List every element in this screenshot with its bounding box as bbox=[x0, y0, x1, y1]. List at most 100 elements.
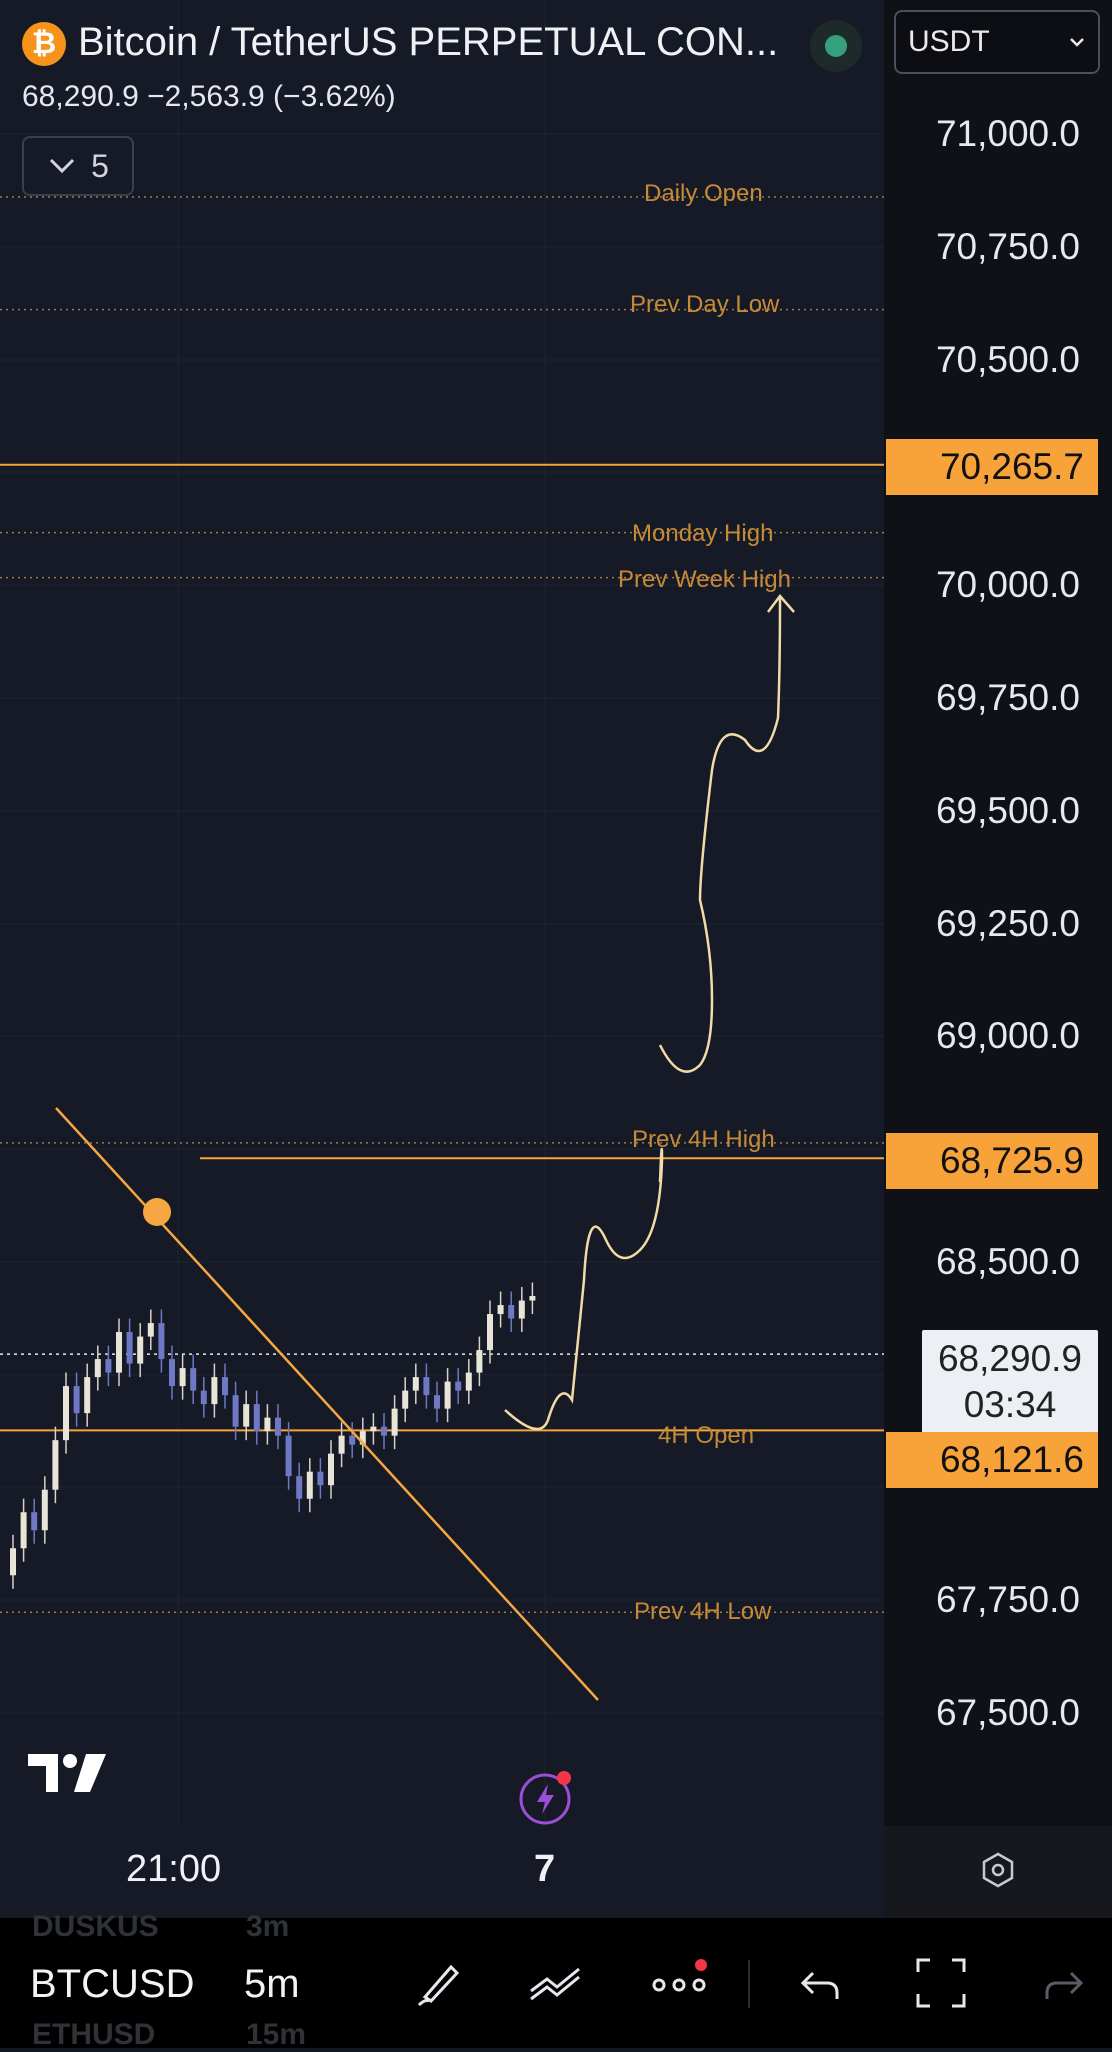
candle-body bbox=[328, 1453, 334, 1486]
candle-body bbox=[20, 1512, 27, 1549]
ghost-symbol-below: ETHUSD bbox=[32, 2018, 156, 2051]
trend-lines-icon bbox=[530, 1967, 580, 2001]
candle-body bbox=[455, 1381, 462, 1391]
bottom-toolbar bbox=[0, 1918, 1112, 2048]
redo-button[interactable] bbox=[1030, 1950, 1096, 2016]
indicator-toggle-button[interactable]: 5 bbox=[22, 136, 134, 196]
indicator-count: 5 bbox=[91, 147, 109, 184]
candle-body bbox=[253, 1404, 260, 1432]
alert-marker bbox=[143, 1198, 171, 1226]
level-price-badge[interactable]: 68,725.9 bbox=[886, 1133, 1098, 1189]
candle-body bbox=[232, 1395, 239, 1427]
candle-body bbox=[381, 1426, 387, 1436]
candle-body bbox=[147, 1323, 154, 1337]
axis-tick: 70,000.0 bbox=[935, 564, 1080, 605]
candle-body bbox=[391, 1408, 398, 1436]
axis-tick: 69,750.0 bbox=[935, 677, 1080, 718]
candle-body bbox=[434, 1395, 440, 1409]
candle-body bbox=[105, 1359, 112, 1373]
symbol-picker[interactable]: BTCUSD bbox=[30, 1962, 195, 2006]
brush-tool-button[interactable] bbox=[406, 1950, 472, 2016]
chevron-down-icon bbox=[50, 158, 75, 174]
candle-body bbox=[359, 1431, 366, 1445]
candle-body bbox=[317, 1471, 324, 1486]
axis-tick: 69,000.0 bbox=[935, 1015, 1080, 1056]
candle-body bbox=[370, 1426, 377, 1432]
candle-body bbox=[52, 1440, 59, 1490]
candle-body bbox=[116, 1332, 122, 1373]
current-price-badge[interactable]: 68,290.9 03:34 bbox=[922, 1330, 1098, 1434]
candle-body bbox=[349, 1435, 356, 1445]
ghost-interval-below: 15m bbox=[246, 2018, 307, 2051]
flash-alert-icon[interactable] bbox=[518, 1768, 576, 1826]
symbol-title[interactable]: Bitcoin / TetherUS PERPETUAL CON... bbox=[78, 20, 779, 64]
level-label: Prev 4H High bbox=[632, 1126, 775, 1153]
interval-picker[interactable]: 5m bbox=[244, 1962, 300, 2006]
more-dots-icon bbox=[652, 1959, 707, 1992]
tradingview-logo[interactable] bbox=[28, 1752, 108, 1796]
toolbar-separator bbox=[748, 1960, 750, 2008]
undo-button[interactable] bbox=[788, 1950, 854, 2016]
level-label: Daily Open bbox=[644, 180, 763, 207]
candle-body bbox=[338, 1435, 345, 1454]
level-label: 4H Open bbox=[658, 1422, 755, 1449]
candle-body bbox=[137, 1336, 144, 1364]
candle-body bbox=[518, 1300, 525, 1319]
axis-tick: 69,500.0 bbox=[935, 790, 1080, 831]
candle-body bbox=[73, 1386, 80, 1414]
axis-tick: 67,500.0 bbox=[935, 1692, 1080, 1733]
level-label: Prev Day Low bbox=[630, 291, 780, 318]
level-label: Prev 4H Low bbox=[634, 1598, 772, 1625]
level-price-badge[interactable]: 70,265.7 bbox=[886, 439, 1098, 495]
current-price: 68,290.9 bbox=[937, 1338, 1083, 1379]
market-status-icon[interactable] bbox=[810, 20, 862, 72]
fullscreen-button[interactable] bbox=[908, 1950, 974, 2016]
candle-body bbox=[179, 1368, 186, 1387]
settings-hexagon-icon[interactable] bbox=[978, 1850, 1018, 1890]
candle-body bbox=[497, 1305, 504, 1315]
currency-value: USDT bbox=[908, 25, 990, 58]
candle-body bbox=[275, 1417, 281, 1436]
candle-countdown: 03:34 bbox=[963, 1384, 1057, 1425]
freehand-drawing bbox=[504, 1147, 664, 1431]
chart-canvas[interactable] bbox=[0, 0, 884, 1918]
candle-body bbox=[412, 1377, 419, 1391]
chart-area[interactable] bbox=[0, 0, 884, 1918]
ghost-symbol-above: DUSKUS bbox=[32, 1910, 159, 1943]
time-label: 21:00 bbox=[126, 1848, 222, 1890]
more-tools-button[interactable] bbox=[646, 1950, 712, 2016]
candle-body bbox=[222, 1377, 228, 1396]
candle-body bbox=[264, 1417, 271, 1432]
currency-select[interactable]: USDT bbox=[894, 10, 1100, 74]
candle-body bbox=[444, 1381, 451, 1409]
level-label: Prev Week High bbox=[618, 566, 791, 593]
redo-icon bbox=[1045, 1971, 1084, 1999]
axis-tick: 68,500.0 bbox=[935, 1241, 1080, 1282]
time-label: 7 bbox=[534, 1848, 556, 1890]
candle-body bbox=[94, 1359, 101, 1378]
candle-body bbox=[158, 1323, 165, 1360]
candle-body bbox=[31, 1512, 38, 1531]
level-price-badge[interactable]: 68,121.6 bbox=[886, 1432, 1098, 1488]
bitcoin-icon: ₿ bbox=[22, 22, 66, 66]
candle-body bbox=[243, 1404, 250, 1427]
candle-body bbox=[41, 1489, 48, 1531]
candle-body bbox=[200, 1390, 207, 1405]
axis-tick: 69,250.0 bbox=[935, 903, 1080, 944]
candle-body bbox=[211, 1377, 218, 1405]
candle-body bbox=[423, 1377, 430, 1396]
candle-body bbox=[402, 1390, 409, 1409]
level-label: Monday High bbox=[632, 520, 774, 547]
axis-tick: 71,000.0 bbox=[935, 113, 1080, 154]
axis-tick: 70,750.0 bbox=[935, 226, 1080, 267]
chevron-down-icon bbox=[1070, 38, 1084, 47]
trend-line-tool-button[interactable] bbox=[522, 1950, 588, 2016]
undo-icon bbox=[800, 1971, 839, 1999]
candle-body bbox=[10, 1548, 16, 1576]
axis-tick: 67,750.0 bbox=[935, 1579, 1080, 1620]
candle-body bbox=[285, 1435, 292, 1477]
freehand-drawing bbox=[658, 597, 782, 1073]
candle-body bbox=[296, 1476, 303, 1499]
axis-settings-area[interactable] bbox=[884, 1826, 1112, 1918]
price-axis[interactable] bbox=[884, 0, 1112, 1918]
